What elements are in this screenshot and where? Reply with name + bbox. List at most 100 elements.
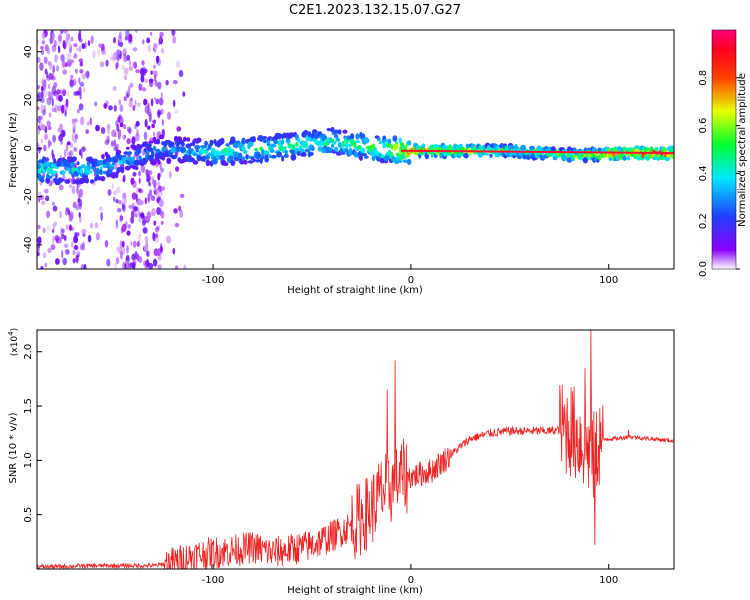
spectrogram-y-tick-label: -40 — [23, 237, 34, 253]
spectrogram-noise-cell — [61, 89, 67, 97]
spectrogram-noise-cell — [59, 184, 64, 191]
spectrogram-ridge-cell — [276, 133, 282, 140]
spectrogram-noise-cell — [103, 103, 108, 109]
spectrogram-noise-cell — [68, 40, 72, 50]
spectrogram-noise-cell — [151, 70, 156, 75]
spectrogram-noise-cell — [158, 97, 164, 106]
spectrogram-noise-cell — [111, 129, 117, 138]
spectrogram-noise-cell — [124, 55, 128, 63]
spectrogram-noise-cell — [146, 173, 151, 183]
spectrogram-noise-cell — [80, 264, 85, 269]
spectrogram-ridge-cell — [228, 155, 234, 162]
spectrogram-noise-cell — [161, 48, 164, 54]
spectrogram-ridge-cell — [387, 138, 392, 144]
spectrogram-noise-cell — [37, 236, 42, 245]
spectrogram-noise-cell — [128, 85, 131, 92]
spectrogram-noise-cell — [148, 181, 151, 187]
spectrogram-noise-cell — [73, 235, 79, 244]
spectrogram-noise-cell — [81, 146, 86, 152]
spectrogram-noise-cell — [142, 39, 145, 45]
spectrogram-ridge-cell — [288, 132, 295, 138]
spectrogram-noise-cell — [56, 89, 61, 95]
spectrogram-ridge-cell — [131, 156, 135, 162]
spectrogram-noise-cell — [52, 235, 55, 244]
snr-y-tick-label: 1.5 — [23, 398, 34, 414]
spectrogram-noise-cell — [147, 125, 151, 130]
spectrogram-ridge-cell — [489, 153, 493, 158]
spectrogram-noise-cell — [38, 147, 41, 154]
spectrogram-ridge-cell — [53, 158, 57, 165]
spectrogram-noise-cell — [144, 215, 150, 221]
spectrogram-noise-cell — [117, 39, 120, 47]
spectrogram-noise-cell — [42, 80, 46, 85]
spectrogram-noise-cell — [67, 92, 70, 97]
spectrogram-noise-cell — [73, 245, 79, 251]
spectrogram-noise-cell — [51, 97, 54, 107]
spectrogram-ridge-cell — [127, 151, 133, 156]
spectrogram-noise-cell — [77, 198, 83, 207]
spectrogram-noise-cell — [115, 143, 119, 151]
spectrogram-noise-cell — [121, 223, 127, 233]
spectrogram-noise-cell — [58, 33, 62, 42]
spectrogram-noise-cell — [51, 85, 57, 95]
spectrogram-noise-cell — [144, 99, 148, 105]
spectrogram-noise-cell — [78, 58, 84, 63]
spectrogram-noise-cell — [115, 257, 120, 265]
spectrogram-noise-cell — [125, 90, 131, 98]
spectrogram-noise-cell — [144, 236, 149, 244]
spectrogram-noise-cell — [79, 81, 85, 87]
spectrogram-noise-cell — [43, 188, 49, 194]
spectrogram-noise-cell — [73, 118, 78, 123]
spectrogram-noise-cell — [127, 224, 131, 229]
spectrogram-noise-cell — [96, 232, 100, 241]
spectrogram-noise-cell — [183, 264, 187, 269]
spectrogram-noise-cell — [62, 257, 67, 266]
spectrogram-noise-cell — [44, 44, 49, 52]
spectrogram-ridge-cell — [510, 145, 515, 150]
spectrogram-ridge-cell — [342, 129, 348, 134]
spectrogram-y-tick-label: -20 — [23, 188, 34, 204]
spectrogram-noise-cell — [44, 133, 48, 140]
spectrogram-noise-cell — [59, 211, 62, 219]
spectrogram-noise-cell — [55, 106, 60, 112]
spectrogram-noise-cell — [89, 222, 94, 229]
spectrogram-noise-cell — [154, 96, 157, 101]
spectrogram-ridge-cell — [225, 143, 230, 147]
spectrogram-noise-cell — [147, 102, 150, 109]
spectrogram-noise-cell — [140, 164, 146, 173]
spectrogram-noise-cell — [173, 99, 176, 107]
spectrogram-noise-cell — [136, 128, 139, 137]
spectrogram-ridge-cell — [184, 158, 189, 162]
spectrogram-noise-cell — [134, 99, 137, 108]
spectrogram-noise-cell — [135, 30, 138, 34]
spectrogram-noise-cell — [142, 227, 148, 234]
spectrogram-noise-cell — [140, 148, 145, 157]
spectrogram-ridge-cell — [385, 155, 391, 161]
spectrogram-ridge-cell — [394, 143, 399, 150]
spectrogram-ridge-cell — [360, 133, 366, 140]
spectrogram-ridge-cell — [297, 150, 301, 155]
spectrogram-ridge-cell — [268, 154, 272, 159]
spectrogram-ridge-cell — [241, 137, 246, 145]
spectrogram-noise-cell — [122, 48, 127, 57]
spectrogram-noise-cell — [152, 231, 155, 240]
spectrogram-noise-cell — [130, 177, 135, 185]
spectrogram-ridge-cell — [323, 135, 328, 140]
spectrogram-noise-cell — [46, 97, 52, 106]
spectrogram-ridge-cell — [582, 157, 589, 164]
spectrogram-ridge-cell — [42, 156, 47, 163]
spectrogram-noise-cell — [90, 35, 94, 44]
spectrogram-noise-cell — [72, 249, 76, 256]
spectrogram-noise-cell — [92, 50, 96, 59]
spectrogram-noise-cell — [122, 53, 127, 63]
spectrogram-noise-cell — [119, 214, 123, 223]
spectrogram-noise-cell — [131, 192, 137, 200]
spectrogram-noise-cell — [48, 112, 52, 118]
spectrogram-noise-cell — [179, 193, 185, 198]
spectrogram-noise-cell — [118, 41, 124, 47]
spectrogram-noise-cell — [89, 117, 93, 126]
spectrogram-noise-cell — [134, 213, 138, 218]
spectrogram-noise-cell — [117, 208, 122, 213]
spectrogram-noise-cell — [153, 220, 157, 226]
